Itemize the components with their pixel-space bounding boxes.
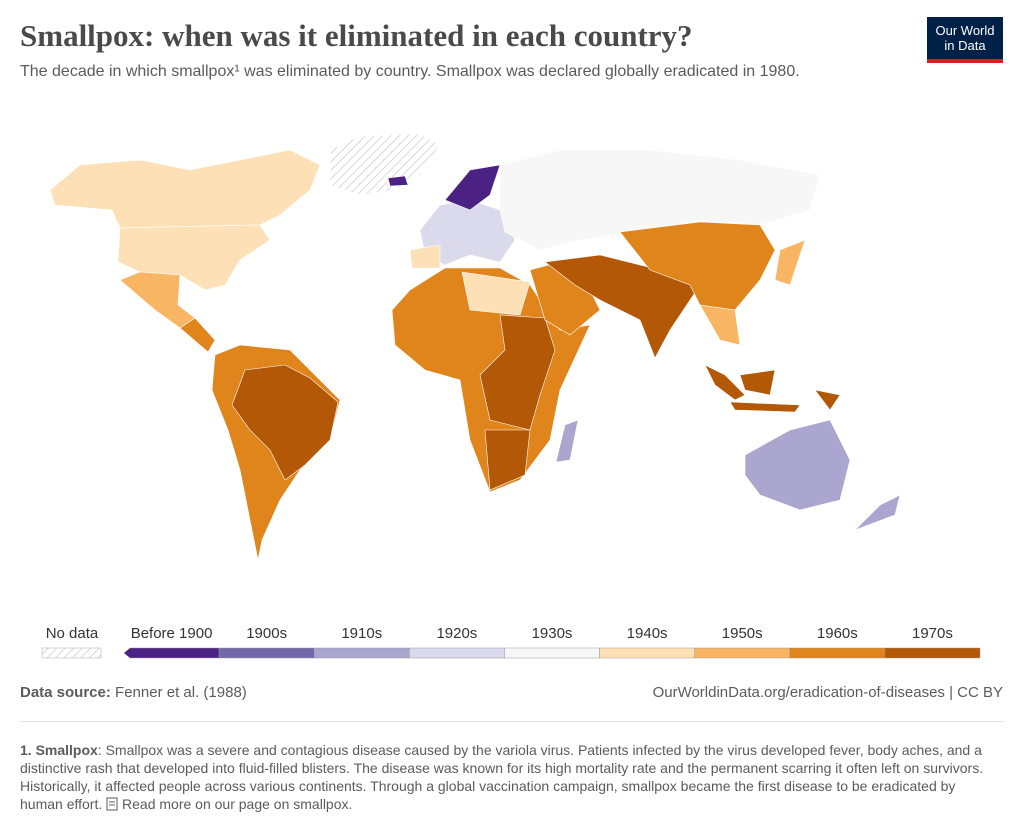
country	[329, 133, 441, 196]
country	[117, 224, 271, 291]
country	[461, 271, 531, 316]
legend-swatch	[694, 647, 791, 659]
logo-line: in Data	[944, 38, 986, 53]
divider	[20, 721, 1004, 722]
footnote: 1. Smallpox: Smallpox was a severe and c…	[20, 741, 1000, 813]
legend-swatch	[599, 647, 695, 659]
country	[555, 419, 579, 463]
source-text: Fenner et al. (1988)	[115, 684, 247, 701]
legend-label: 1920s	[436, 625, 477, 642]
country	[619, 221, 776, 311]
subtitle: The decade in which smallpox¹ was elimin…	[20, 63, 800, 80]
map: No data Before 1900 1900s 1910s 1920s 1930s 1…	[41, 133, 981, 659]
legend-label: 1940s	[627, 625, 668, 642]
legend-label: No data	[46, 625, 99, 642]
title: Smallpox: when was it eliminated in each…	[20, 18, 693, 53]
doc-icon	[106, 797, 118, 811]
read-more-link[interactable]: Read more on our page on smallpox.	[122, 796, 353, 812]
footnote-heading: 1. Smallpox	[20, 742, 98, 758]
countries	[49, 133, 901, 561]
legend-label: 1970s	[912, 625, 953, 642]
footnote-text: : Smallpox was a severe and contagious d…	[20, 742, 984, 812]
legend-label: 1930s	[532, 625, 573, 642]
country	[179, 317, 216, 353]
legend: No data Before 1900 1900s 1910s 1920s 1930s 1…	[41, 625, 981, 659]
country	[774, 239, 806, 286]
country	[49, 149, 321, 229]
legend-swatch	[789, 647, 886, 659]
legend-swatch	[884, 647, 981, 659]
legend-swatch	[409, 647, 505, 659]
legend-swatch	[123, 647, 220, 659]
no-data-swatch	[41, 647, 102, 659]
url[interactable]: OurWorldinData.org/eradication-of-diseas…	[652, 684, 1003, 701]
logo[interactable]: Our World in Data	[927, 17, 1003, 63]
country	[544, 254, 701, 359]
country	[744, 419, 851, 511]
country	[409, 244, 441, 269]
legend-label: 1910s	[341, 625, 382, 642]
country	[704, 364, 841, 413]
country	[231, 364, 339, 481]
logo-line: Our World	[935, 23, 995, 38]
source-label: Data source:	[20, 684, 111, 701]
country	[499, 149, 821, 251]
country	[119, 271, 196, 329]
legend-label: 1960s	[817, 625, 858, 642]
legend-swatch	[504, 647, 600, 659]
country	[444, 164, 501, 211]
country	[699, 304, 741, 346]
country	[387, 175, 409, 187]
legend-label: Before 1900	[131, 625, 213, 642]
legend-swatch	[218, 647, 315, 659]
source: Data source: Fenner et al. (1988)	[20, 684, 247, 701]
legend-swatch	[313, 647, 410, 659]
legend-label: 1900s	[246, 625, 287, 642]
legend-label: 1950s	[722, 625, 763, 642]
country	[854, 494, 901, 531]
country	[484, 429, 531, 491]
